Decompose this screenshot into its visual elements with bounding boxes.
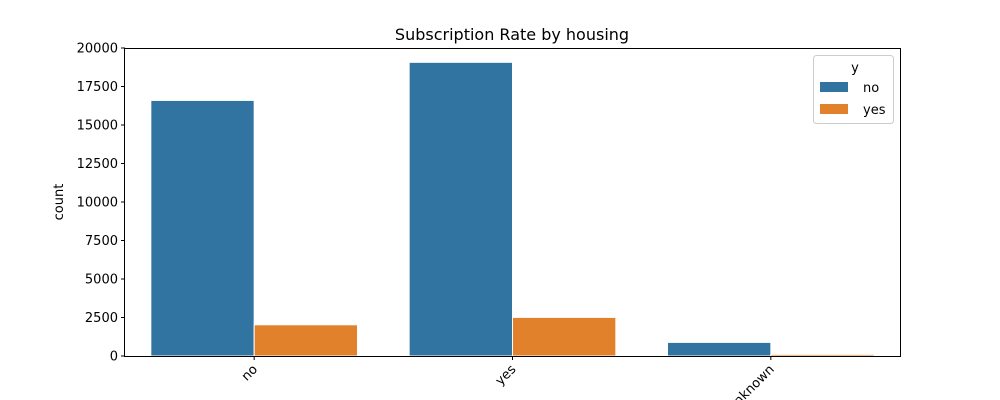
legend-label-no: no — [863, 81, 879, 96]
x-tick-label-unknown: unknown — [725, 362, 777, 400]
y-axis-label: count — [52, 184, 67, 221]
y-tick-label: 15000 — [77, 119, 118, 134]
x-axis: no yes unknown — [239, 356, 778, 400]
bars — [150, 61, 875, 357]
x-tick-label-yes: yes — [493, 362, 520, 389]
y-tick-label: 20000 — [77, 42, 118, 57]
plot-frame — [124, 48, 901, 357]
legend-label-yes: yes — [863, 103, 886, 118]
y-tick-label: 10000 — [77, 196, 118, 211]
y-tick-label: 2500 — [85, 311, 118, 326]
legend-swatch-no — [820, 82, 848, 92]
y-axis: 0 2500 5000 7500 10000 12500 15000 17500 20000 — [77, 42, 125, 365]
chart-title: Subscription Rate by housing — [395, 25, 629, 44]
bar-yes-yes — [512, 316, 617, 357]
bar-no-yes — [408, 61, 513, 357]
x-tick-label-no: no — [239, 362, 261, 384]
bar-yes-no — [253, 324, 359, 357]
y-tick-label: 0 — [110, 350, 118, 365]
bar-yes-unknown — [770, 353, 875, 357]
y-tick-label: 17500 — [77, 80, 118, 95]
y-tick-label: 12500 — [77, 157, 118, 172]
legend: y no yes — [813, 55, 894, 124]
bar-no-unknown — [667, 341, 772, 357]
legend-swatch-yes — [820, 104, 848, 114]
y-tick-label: 5000 — [85, 273, 118, 288]
bar-no-no — [150, 99, 255, 357]
y-tick-label: 7500 — [85, 234, 118, 249]
legend-title: y — [851, 61, 859, 76]
